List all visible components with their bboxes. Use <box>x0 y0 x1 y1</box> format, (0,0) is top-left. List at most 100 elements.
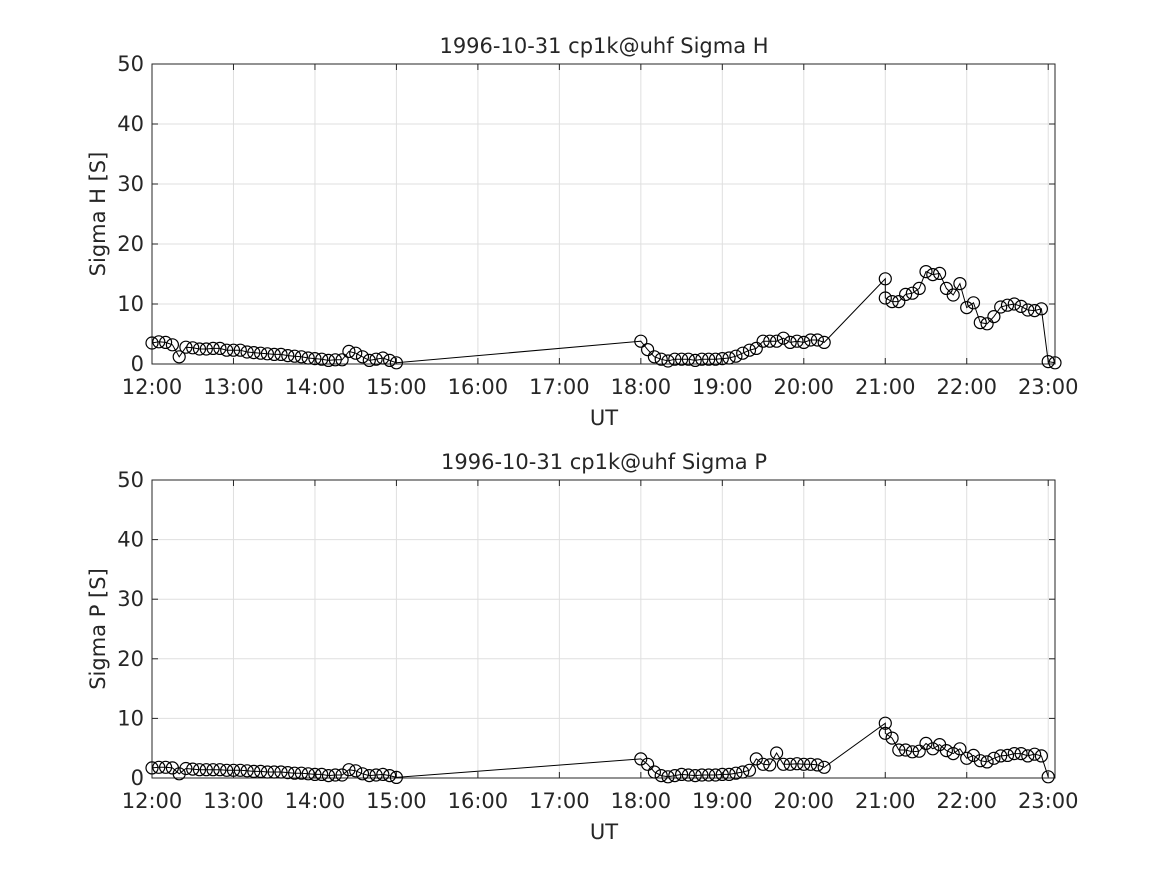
y-tick-label: 50 <box>117 52 144 76</box>
series-markers <box>145 716 1055 785</box>
sigma-h-plot: 1996-10-31 cp1k@uhf Sigma H 12:00 13:00 14… <box>86 34 1078 430</box>
data-point <box>288 349 302 363</box>
x-tick-label: 21:00 <box>855 375 916 399</box>
data-point <box>674 352 689 366</box>
data-point <box>661 354 675 368</box>
data-point <box>1027 304 1042 318</box>
data-point <box>912 744 926 758</box>
data-point <box>640 757 655 771</box>
data-point <box>233 763 247 777</box>
data-point <box>878 726 892 740</box>
data-point <box>383 768 397 783</box>
x-tick-label: 20:00 <box>774 789 835 813</box>
data-point <box>1034 749 1049 763</box>
data-point <box>172 350 186 364</box>
x-tick-label: 16:00 <box>448 789 509 813</box>
data-point <box>654 352 668 366</box>
data-point <box>769 746 784 760</box>
data-point <box>206 763 220 777</box>
data-point <box>1048 356 1062 370</box>
data-point <box>681 768 696 782</box>
data-point <box>926 268 940 282</box>
data-point <box>987 751 1001 765</box>
data-point <box>342 763 356 777</box>
data-point <box>240 345 254 359</box>
data-point <box>308 767 322 782</box>
data-point <box>301 351 315 365</box>
x-tick-label: 16:00 <box>448 375 509 399</box>
y-tick-label: 0 <box>131 766 144 790</box>
data-point <box>159 760 173 774</box>
data-point <box>932 266 947 280</box>
data-point <box>321 768 336 783</box>
data-point <box>994 300 1008 314</box>
data-point <box>783 757 797 771</box>
data-point <box>803 757 818 771</box>
data-point <box>905 745 920 759</box>
x-tick-label: 15:00 <box>366 375 427 399</box>
series-markers <box>145 265 1062 370</box>
data-point <box>797 757 811 771</box>
x-tick-label: 17:00 <box>529 789 590 813</box>
data-point <box>301 767 315 781</box>
x-tick-label: 22:00 <box>936 375 997 399</box>
data-point <box>885 295 899 309</box>
y-tick-label: 20 <box>117 232 144 256</box>
y-tick-label: 10 <box>117 706 144 730</box>
data-point <box>946 746 960 761</box>
data-point <box>389 770 403 785</box>
chart-title: 1996-10-31 cp1k@uhf Sigma H <box>439 34 768 58</box>
data-point <box>1027 747 1042 761</box>
data-point <box>973 316 987 330</box>
data-point <box>206 341 220 355</box>
x-tick-label: 19:00 <box>692 375 753 399</box>
data-point <box>152 335 166 349</box>
data-point <box>152 760 166 774</box>
data-point <box>335 768 349 782</box>
data-point <box>172 767 186 781</box>
data-point <box>315 767 329 782</box>
grid <box>151 479 1055 779</box>
chart-title: 1996-10-31 cp1k@uhf Sigma P <box>441 450 767 474</box>
data-point <box>878 291 892 305</box>
data-point <box>729 349 743 363</box>
data-point <box>878 716 892 730</box>
data-point <box>668 768 682 783</box>
data-point <box>213 341 227 355</box>
data-point <box>192 763 207 777</box>
y-axis: 0 10 20 30 40 50 <box>117 468 1055 790</box>
data-point <box>233 343 247 357</box>
y-tick-label: 40 <box>117 528 144 552</box>
data-point <box>661 770 675 784</box>
data-point <box>1014 299 1028 313</box>
data-point <box>220 343 234 357</box>
data-point <box>267 347 281 361</box>
data-point <box>247 764 261 779</box>
data-point <box>315 352 329 366</box>
x-tick-label: 20:00 <box>774 375 835 399</box>
data-point <box>1034 302 1049 316</box>
data-point <box>994 749 1008 763</box>
x-axis: 12:00 13:00 14:00 15:00 16:00 17:00 18:00 19:00… <box>122 64 1079 399</box>
data-point <box>1000 748 1015 763</box>
y-tick-label: 10 <box>117 292 144 316</box>
x-tick-label: 23:00 <box>1018 375 1079 399</box>
x-tick-label: 18:00 <box>611 375 672 399</box>
data-point <box>702 352 716 366</box>
data-point <box>756 334 770 348</box>
data-point <box>294 766 308 780</box>
data-point <box>756 757 770 771</box>
data-point <box>980 755 994 769</box>
data-point <box>321 353 336 367</box>
data-point <box>654 768 668 783</box>
data-point <box>898 287 913 301</box>
data-point <box>254 346 268 360</box>
data-point <box>362 768 376 783</box>
data-point <box>274 347 288 361</box>
data-point <box>966 296 981 310</box>
data-point <box>362 353 376 367</box>
data-point <box>1000 298 1015 312</box>
data-point <box>328 768 342 782</box>
data-point <box>145 336 159 350</box>
data-point <box>790 334 804 348</box>
